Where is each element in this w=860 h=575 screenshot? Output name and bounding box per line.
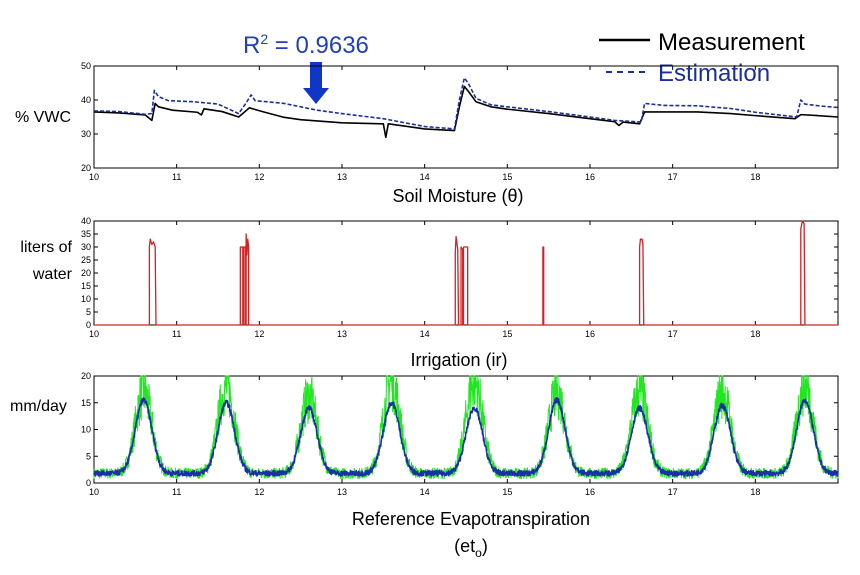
x-tick-label: 15 <box>502 329 512 339</box>
y-tick-label: 5 <box>86 307 91 317</box>
x-tick-label: 14 <box>420 487 430 497</box>
evapotranspiration-panel: 10 11 12 13 14 15 16 17 18 0 5 10 15 20 <box>81 371 839 497</box>
x-tick-label: 15 <box>502 172 512 182</box>
x-tick-label: 13 <box>337 172 347 182</box>
x-tick-label: 12 <box>254 329 264 339</box>
et-xlabel-line1: Reference Evapotranspiration <box>352 509 590 529</box>
x-tick-label: 11 <box>172 172 181 182</box>
x-tick-label: 17 <box>668 329 678 339</box>
y-tick-label: 20 <box>81 268 91 278</box>
x-tick-label: 13 <box>337 487 347 497</box>
x-tick-label: 10 <box>89 487 99 497</box>
x-tick-label: 15 <box>502 487 512 497</box>
y-tick-label: 50 <box>81 61 91 71</box>
y-tick-label: 35 <box>81 229 91 239</box>
r2-annotation: R2 = 0.9636 <box>243 31 369 104</box>
et-ylabel: mm/day <box>10 398 67 415</box>
x-tick-label: 11 <box>172 487 181 497</box>
x-tick-label: 16 <box>585 329 595 339</box>
x-tick-label: 18 <box>750 329 760 339</box>
soil-moisture-panel: 10 11 12 13 14 15 16 17 18 20 30 40 50 <box>81 61 839 182</box>
x-tick-label: 14 <box>420 172 430 182</box>
y-tick-label: 40 <box>81 95 91 105</box>
et-xlabel-line2: (eto) <box>454 536 488 560</box>
irrigation-xlabel: Irrigation (ir) <box>410 350 507 370</box>
y-tick-label: 0 <box>86 478 91 488</box>
r2-label: R2 = 0.9636 <box>243 31 369 59</box>
y-tick-label: 5 <box>86 451 91 461</box>
x-tick-label: 16 <box>585 172 595 182</box>
legend-measurement-label: Measurement <box>658 29 805 56</box>
y-tick-label: 20 <box>81 163 91 173</box>
y-tick-label: 10 <box>81 294 91 304</box>
y-tick-label: 40 <box>81 216 91 226</box>
y-tick-label: 10 <box>81 425 91 435</box>
soil-moisture-xlabel: Soil Moisture (θ) <box>392 186 523 206</box>
y-tick-label: 25 <box>81 255 91 265</box>
irrigation-panel: 10 11 12 13 14 15 16 17 18 0 5 10 15 20 25 30 35 40 <box>81 216 839 339</box>
x-tick-label: 16 <box>585 487 595 497</box>
x-tick-label: 10 <box>89 172 99 182</box>
y-tick-label: 15 <box>81 398 91 408</box>
legend-estimation-label: Estimation <box>658 60 770 87</box>
y-tick-label: 20 <box>81 371 91 381</box>
x-tick-label: 18 <box>750 487 760 497</box>
y-tick-label: 30 <box>81 242 91 252</box>
legend: Measurement Estimation <box>599 29 805 87</box>
y-tick-label: 30 <box>81 129 91 139</box>
x-tick-label: 13 <box>337 329 347 339</box>
x-tick-label: 10 <box>89 329 99 339</box>
measurement-line <box>93 85 839 139</box>
series-1-line <box>93 396 839 477</box>
x-tick-label: 11 <box>172 329 181 339</box>
x-tick-label: 12 <box>254 172 264 182</box>
vwc-ylabel: % VWC <box>15 109 71 126</box>
series-0-line <box>94 220 838 326</box>
x-tick-label: 14 <box>420 329 430 339</box>
x-tick-label: 18 <box>750 172 760 182</box>
x-tick-label: 12 <box>254 487 264 497</box>
y-tick-label: 15 <box>81 281 91 291</box>
irrigation-ylabel-line1: liters of <box>20 239 72 256</box>
y-tick-label: 0 <box>86 320 91 330</box>
x-tick-label: 17 <box>668 172 678 182</box>
plot-frame <box>93 220 839 326</box>
series-0-line <box>93 375 839 480</box>
x-tick-label: 17 <box>668 487 678 497</box>
irrigation-ylabel-line2: water <box>32 266 73 283</box>
r2-arrow <box>303 62 329 104</box>
estimation-line <box>93 77 839 130</box>
